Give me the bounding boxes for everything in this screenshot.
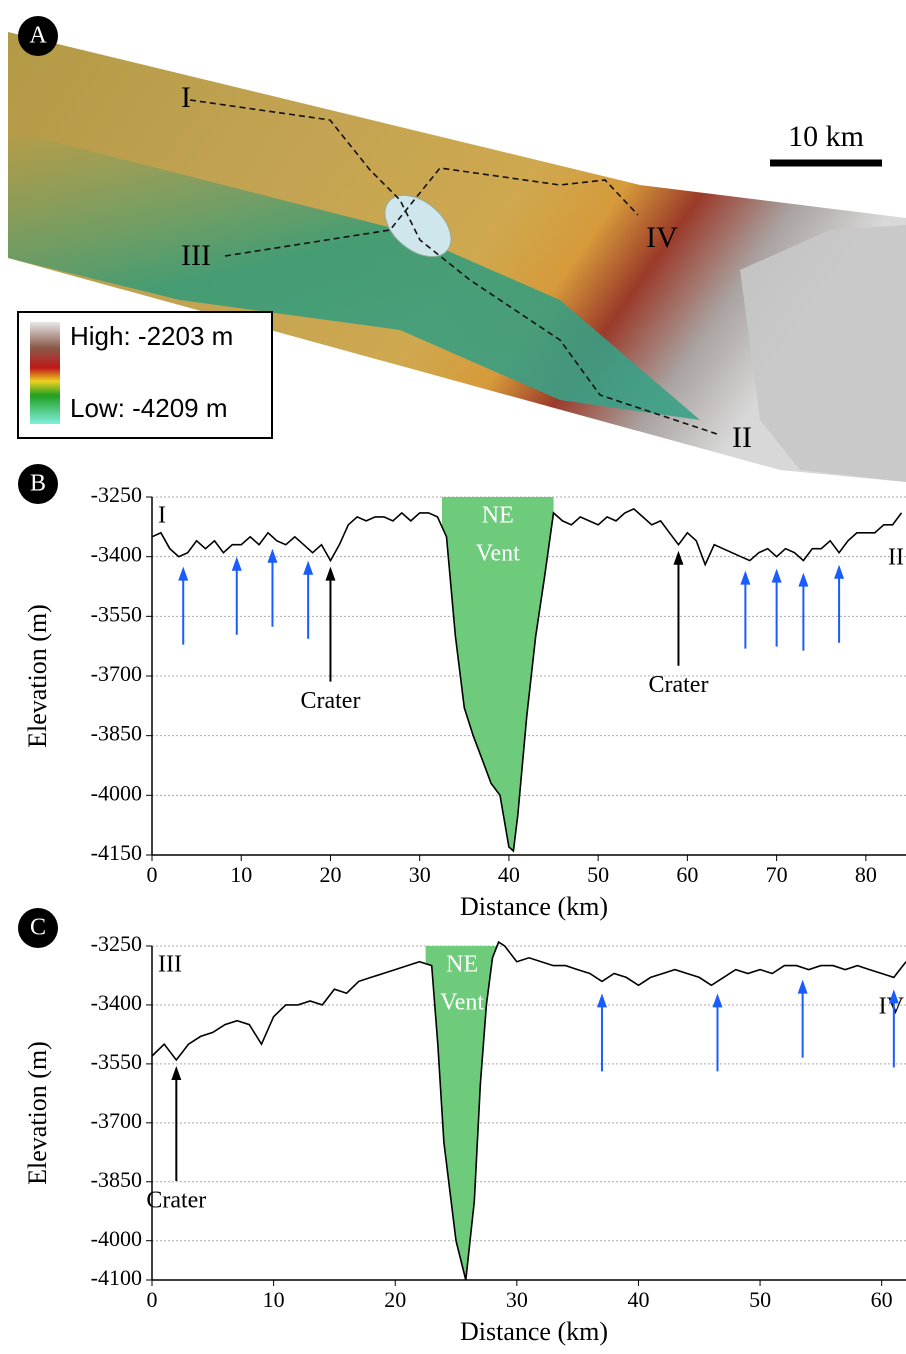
vent-label: NE [482,503,514,529]
profile-label: I [181,81,191,114]
panel-label: A [29,23,47,49]
feature-arrow-head [771,568,782,583]
y-tick-label: -3700 [91,1108,142,1133]
x-tick-label: 10 [230,862,252,887]
y-tick-label: -3850 [91,1167,142,1192]
x-tick-label: 40 [627,1287,649,1312]
vent-mound [384,194,452,258]
y-tick-label: -4150 [91,840,142,865]
x-tick-label: 60 [871,1287,893,1312]
x-tick-label: 30 [409,862,431,887]
panel-badge [18,464,58,504]
feature-arrow-head [596,993,607,1008]
x-axis-label: Distance (km) [460,1317,608,1346]
terrain-low [8,130,700,420]
crater-arrow-head [171,1065,182,1080]
crater-label: Crater [146,1187,206,1213]
legend-low: Low: -4209 m [70,393,228,423]
vent-fill [425,942,499,1280]
x-tick-label: 10 [263,1287,285,1312]
terrain-high [740,225,906,482]
feature-arrow-head [797,979,808,994]
x-tick-label: 70 [766,862,788,887]
profile-line [151,940,906,1281]
profile-start-label: III [158,952,182,978]
vent-label: Vent [440,990,484,1016]
x-tick-label: 20 [319,862,341,887]
y-tick-label: -3400 [91,542,142,567]
y-tick-label: -3550 [91,1049,142,1074]
x-tick-label: 60 [676,862,698,887]
y-tick-label: -3400 [91,990,142,1015]
panel-badge [18,16,58,56]
x-tick-label: 80 [855,862,877,887]
y-axis-label: Elevation (m) [23,1041,52,1185]
y-tick-label: -3250 [91,482,142,507]
feature-arrow-head [798,572,809,587]
x-tick-label: 50 [749,1287,771,1312]
profile-line-1 [189,99,721,436]
legend-box [17,311,273,439]
x-tick-label: 40 [498,862,520,887]
x-tick-label: 0 [147,1287,158,1312]
feature-arrow-head [267,548,278,563]
profile-line [151,507,903,853]
feature-arrow-head [834,564,845,579]
y-tick-label: -3850 [91,721,142,746]
feature-arrow-head [888,989,899,1004]
x-tick-label: 50 [587,862,609,887]
panel-label: C [30,915,46,941]
y-axis-label: Elevation (m) [23,604,52,748]
legend-high: High: -2203 m [70,321,233,351]
y-tick-label: -3700 [91,661,142,686]
crater-arrow-head [673,550,684,565]
vent-label: NE [446,952,478,978]
feature-arrow-head [303,560,314,575]
profile-label: III [181,239,211,272]
y-tick-label: -4100 [91,1265,142,1290]
x-axis-label: Distance (km) [460,892,608,921]
x-tick-label: 30 [506,1287,528,1312]
crater-label: Crater [648,672,708,698]
panel-badge [18,908,58,948]
y-tick-label: -4000 [91,780,142,805]
y-tick-label: -3550 [91,601,142,626]
map-panel: I II III IV 10 km High: -2203 m Low: -42… [8,16,906,482]
vent-label: Vent [476,541,520,567]
feature-arrow-head [231,556,242,571]
profile-end-label: II [888,545,904,571]
x-tick-label: 0 [147,862,158,887]
crater-label: Crater [300,688,360,714]
x-tick-label: 20 [384,1287,406,1312]
y-tick-label: -3250 [91,931,142,956]
feature-arrow-head [740,570,751,585]
profile-label: II [732,421,752,454]
panel-label: B [30,471,46,497]
profile-start-label: I [158,503,166,529]
profile-label: IV [646,221,678,254]
crater-arrow-head [325,566,336,581]
feature-arrow-head [178,566,189,581]
legend-colorbar [30,322,60,424]
y-tick-label: -4000 [91,1226,142,1251]
profile-line-2 [224,167,639,257]
scale-bar-label: 10 km [788,120,864,153]
vent-fill [442,497,554,852]
feature-arrow-head [712,993,723,1008]
